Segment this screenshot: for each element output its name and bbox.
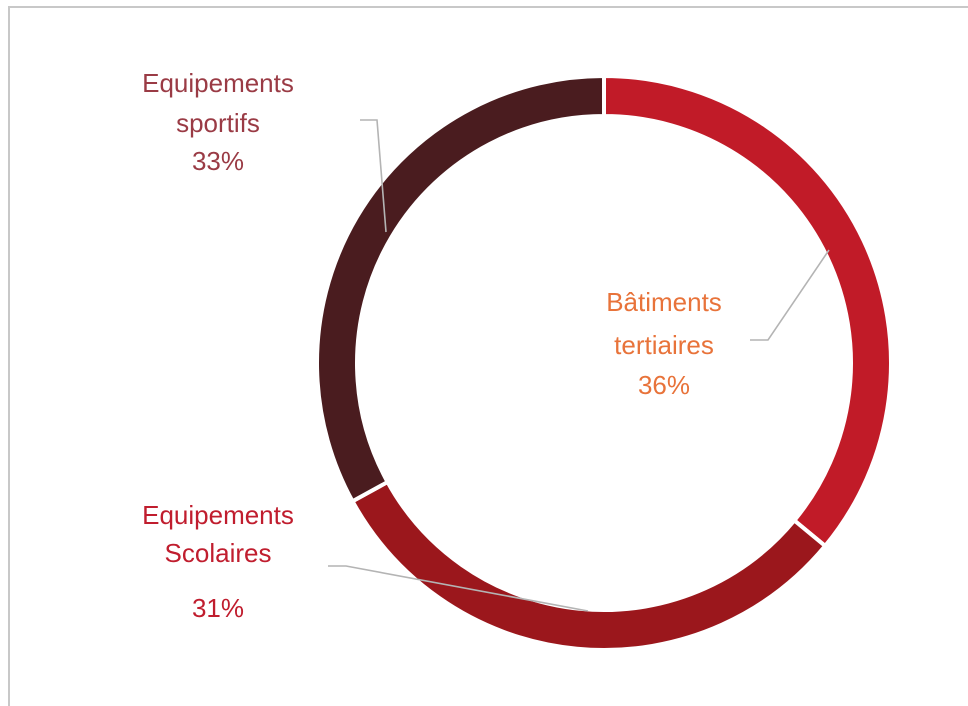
label-batiments-value: 36%	[638, 370, 690, 400]
chart-frame	[8, 6, 968, 706]
label-scolaires-line2: Scolaires	[165, 538, 272, 568]
label-equipements-sportifs: Equipements sportifs 33%	[142, 68, 294, 176]
label-sportifs-value: 33%	[192, 146, 244, 176]
donut-slice-equipements-sportifs	[315, 73, 606, 504]
donut-slice-equipements-scolaires	[349, 479, 828, 652]
label-batiments-tertiaires: Bâtiments tertiaires 36%	[606, 287, 722, 400]
label-equipements-scolaires: Equipements Scolaires 31%	[142, 500, 294, 623]
label-batiments-line1: Bâtiments	[606, 287, 722, 317]
leader-lines	[328, 119, 830, 612]
label-scolaires-value: 31%	[192, 593, 244, 623]
donut-chart: Bâtiments tertiaires 36% Equipements Sco…	[142, 68, 893, 652]
leader-line-sportifs	[360, 119, 387, 233]
leader-line-scolaires	[328, 565, 589, 612]
label-sportifs-line1: Equipements	[142, 68, 294, 98]
label-sportifs-line2: sportifs	[176, 108, 260, 138]
leader-line-tertiaires	[750, 249, 830, 341]
donut-slices	[315, 73, 893, 652]
label-scolaires-line1: Equipements	[142, 500, 294, 530]
label-batiments-line2: tertiaires	[614, 330, 714, 360]
